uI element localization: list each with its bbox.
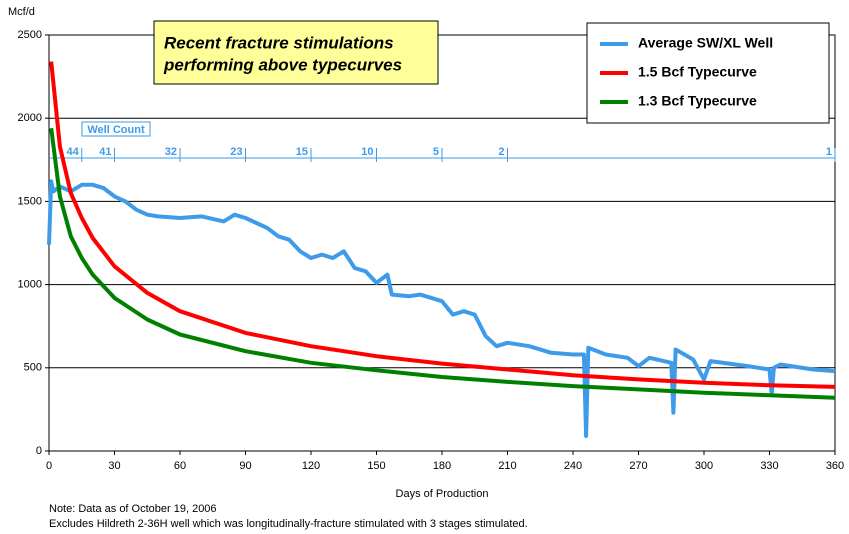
well-count-value: 5 (433, 146, 439, 158)
y-tick-label: 0 (36, 445, 42, 457)
x-tick-label: 360 (826, 460, 844, 472)
x-tick-label: 150 (367, 460, 385, 472)
well-count-value: 41 (99, 146, 111, 158)
note: Excludes Hildreth 2-36H well which was l… (49, 518, 528, 530)
series-line (49, 61, 836, 389)
y-tick-label: 1500 (18, 195, 42, 207)
annotation: performing above typecurves (163, 55, 402, 74)
x-tick-label: 60 (174, 460, 186, 472)
x-tick-label: 0 (46, 460, 52, 472)
x-tick-label: 180 (433, 460, 451, 472)
well-count-value: 44 (67, 146, 80, 158)
x-tick-label: 90 (239, 460, 251, 472)
note: Note: Data as of October 19, 2006 (49, 503, 217, 515)
x-tick-label: 210 (498, 460, 516, 472)
y-tick-label: 2000 (18, 112, 42, 124)
y-tick-label: 2500 (18, 29, 42, 41)
well-count-value: 15 (296, 146, 308, 158)
legend-label: Average SW/XL Well (638, 35, 773, 51)
x-tick-label: 30 (108, 460, 120, 472)
y-tick-label: 1000 (18, 279, 42, 291)
y-tick-label: 500 (24, 362, 42, 374)
x-tick-label: 330 (760, 460, 778, 472)
well-count-value: 32 (165, 146, 177, 158)
legend-label: 1.5 Bcf Typecurve (638, 64, 757, 80)
well-count-box (81, 121, 151, 137)
legend-label: 1.3 Bcf Typecurve (638, 93, 757, 109)
x-tick-label: 300 (695, 460, 713, 472)
well-count-label: Well Count (87, 124, 145, 136)
well-count-value: 23 (230, 146, 242, 158)
well-count-value: 1 (826, 146, 832, 158)
annotation: Recent fracture stimulations (164, 33, 394, 52)
x-tick-label: 270 (629, 460, 647, 472)
y-axis-label: Mcf/d (8, 6, 35, 18)
series-line (49, 127, 836, 400)
x-tick-label: 240 (564, 460, 582, 472)
x-axis-label: Days of Production (396, 488, 489, 500)
well-count-value: 2 (498, 146, 504, 158)
annotation-box (153, 20, 439, 85)
x-tick-label: 120 (302, 460, 320, 472)
well-count-value: 10 (361, 146, 373, 158)
